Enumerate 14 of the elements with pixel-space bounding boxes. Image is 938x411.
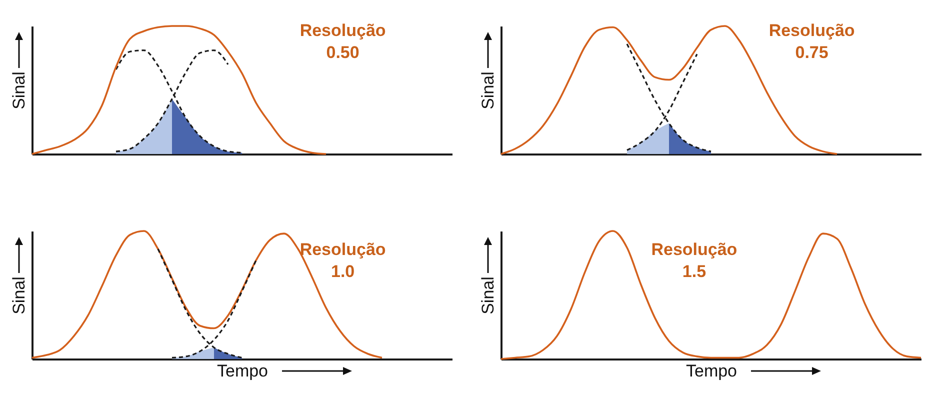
y-axis-title: Sinal <box>478 276 498 314</box>
x-axis-title: Tempo <box>686 362 738 380</box>
y-axis-title: Sinal <box>478 72 498 110</box>
annotation: Resolução <box>651 240 738 259</box>
x-axis-title: Tempo <box>216 362 268 380</box>
annotation: 0.75 <box>795 42 828 62</box>
y-axis-title: Sinal <box>10 276 28 314</box>
annotation: 1.5 <box>682 262 706 281</box>
annotation: Resolução <box>768 20 855 40</box>
annotation: Resolução <box>300 240 386 259</box>
annotation: 0.50 <box>326 42 360 62</box>
y-axis-title: Sinal <box>10 72 28 110</box>
annotation: 1.0 <box>330 262 355 281</box>
annotation: Resolução <box>300 20 386 40</box>
